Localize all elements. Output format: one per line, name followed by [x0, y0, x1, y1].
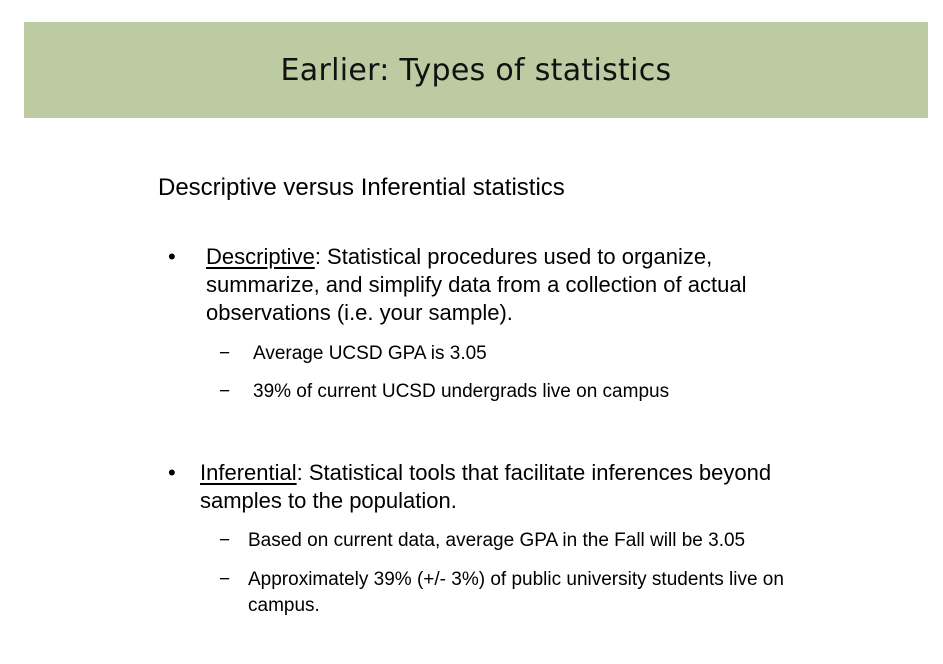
bullet-description: : Statistical procedures used to organiz…: [206, 244, 747, 325]
bullet-text: Inferential: Statistical tools that faci…: [200, 459, 840, 515]
sub-dash: −: [219, 530, 231, 551]
sub-dash: −: [219, 381, 231, 402]
sub-item: 39% of current UCSD undergrads live on c…: [253, 381, 670, 402]
sub-dash: −: [219, 343, 231, 364]
sub-item: Based on current data, average GPA in th…: [248, 530, 746, 551]
bullet-description: : Statistical tools that facilitate infe…: [200, 460, 772, 513]
slide-title: Earlier: Types of statistics: [280, 52, 672, 88]
sub-dash: −: [219, 569, 231, 590]
bullet-dot: •: [168, 460, 176, 485]
bullet-text: Descriptive: Statistical procedures used…: [206, 243, 826, 327]
bullet-term: Descriptive: [206, 244, 315, 269]
sub-item: Average UCSD GPA is 3.05: [253, 343, 487, 364]
bullet-term: Inferential: [200, 460, 297, 485]
sub-item: Approximately 39% (+/- 3%) of public uni…: [248, 569, 784, 616]
title-bar: Earlier: Types of statistics: [24, 22, 928, 118]
slide-subtitle: Descriptive versus Inferential statistic…: [158, 174, 565, 201]
bullet-dot: •: [168, 244, 176, 269]
